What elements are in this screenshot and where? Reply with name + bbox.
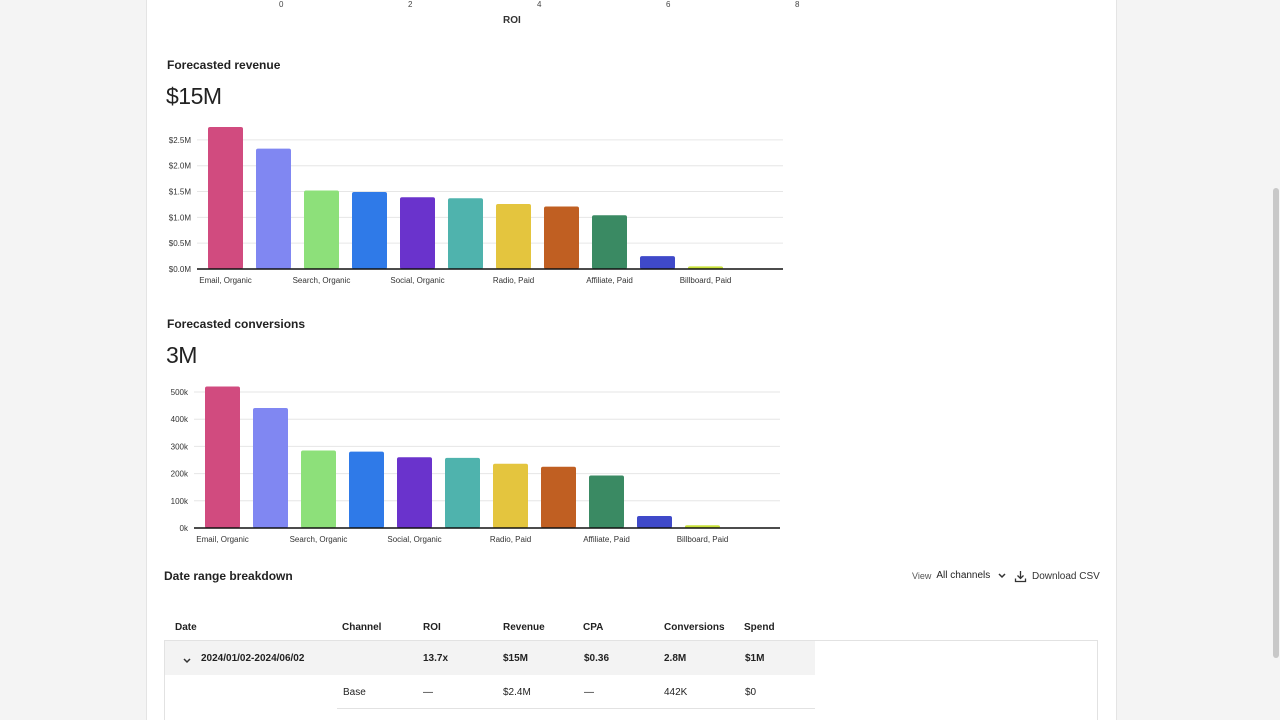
main-panel: [146, 0, 1117, 720]
roi-tick: 0: [279, 0, 284, 9]
download-csv-button[interactable]: Download CSV: [1014, 570, 1100, 583]
row-divider: [337, 708, 815, 709]
y-tick-label: 0k: [180, 524, 189, 533]
bar[interactable]: [637, 516, 672, 528]
y-tick-label: $2.0M: [169, 162, 192, 171]
y-tick-label: $0.5M: [169, 239, 192, 248]
bar[interactable]: [253, 408, 288, 528]
y-tick-label: $1.5M: [169, 188, 192, 197]
x-tick-label: Social, Organic: [387, 535, 441, 544]
summary-revenue: $15M: [503, 653, 529, 664]
base-conversions: 442K: [664, 687, 688, 698]
base-cpa: —: [584, 687, 594, 698]
bar[interactable]: [493, 463, 528, 528]
table-row-group: 2024/01/02-2024/06/02 13.7x $15M $0.36 2…: [164, 641, 1098, 720]
column-header-revenue[interactable]: Revenue: [503, 622, 545, 633]
roi-axis-label: ROI: [503, 15, 521, 26]
y-tick-label: $1.0M: [169, 213, 192, 222]
bar[interactable]: [349, 451, 384, 528]
x-tick-label: Radio, Paid: [490, 535, 531, 544]
x-tick-label: Billboard, Paid: [680, 276, 732, 285]
table-header-divider: [164, 640, 1098, 641]
summary-conversions: 2.8M: [664, 653, 687, 664]
x-tick-label: Search, Organic: [293, 276, 351, 285]
column-header-spend[interactable]: Spend: [744, 622, 775, 633]
summary-roi: 13.7x: [423, 653, 449, 664]
bar[interactable]: [541, 466, 576, 528]
y-tick-label: 400k: [171, 415, 189, 424]
bar[interactable]: [544, 206, 579, 269]
y-tick-label: $0.0M: [169, 265, 192, 274]
bar[interactable]: [640, 256, 675, 269]
y-tick-label: 300k: [171, 442, 189, 451]
breakdown-title: Date range breakdown: [164, 569, 293, 583]
bar[interactable]: [397, 457, 432, 528]
column-header-date[interactable]: Date: [175, 622, 197, 633]
bar[interactable]: [304, 190, 339, 269]
chevron-down-icon[interactable]: [182, 653, 192, 664]
x-tick-label: Search, Organic: [290, 535, 348, 544]
conversions-total: 3M: [166, 342, 197, 368]
conversions-chart-title: Forecasted conversions: [167, 317, 306, 331]
view-selector[interactable]: View All channels: [912, 570, 1007, 581]
column-header-cpa[interactable]: CPA: [583, 622, 604, 633]
download-icon: [1014, 570, 1027, 583]
roi-tick: 2: [408, 0, 413, 9]
summary-cpa: $0.36: [584, 653, 610, 664]
chevron-down-icon: [997, 571, 1007, 581]
base-spend: $0: [745, 687, 757, 698]
bar[interactable]: [592, 215, 627, 269]
y-tick-label: 500k: [171, 388, 189, 397]
y-tick-label: 200k: [171, 470, 189, 479]
x-tick-label: Social, Organic: [390, 276, 444, 285]
bar[interactable]: [352, 192, 387, 269]
bar[interactable]: [400, 197, 435, 269]
roi-tick: 8: [795, 0, 800, 9]
x-tick-label: Radio, Paid: [493, 276, 534, 285]
x-tick-label: Billboard, Paid: [677, 535, 729, 544]
bar[interactable]: [496, 203, 531, 269]
bar[interactable]: [256, 148, 291, 269]
base-roi: —: [423, 687, 433, 698]
bar[interactable]: [589, 475, 624, 528]
x-tick-label: Email, Organic: [199, 276, 251, 285]
y-tick-label: 100k: [171, 497, 189, 506]
roi-tick: 4: [537, 0, 542, 9]
bar[interactable]: [205, 386, 240, 528]
roi-tick: 6: [666, 0, 671, 9]
summary-spend: $1M: [745, 653, 765, 664]
y-tick-label: $2.5M: [169, 136, 192, 145]
bar[interactable]: [448, 198, 483, 269]
x-tick-label: Affiliate, Paid: [583, 535, 630, 544]
scrollbar-thumb[interactable]: [1273, 188, 1279, 658]
column-header-conversions[interactable]: Conversions: [664, 622, 725, 633]
x-tick-label: Affiliate, Paid: [586, 276, 633, 285]
bar[interactable]: [208, 127, 243, 269]
column-header-roi[interactable]: ROI: [423, 622, 441, 633]
base-channel: Base: [343, 687, 366, 698]
view-label: View: [912, 570, 932, 581]
summary-date: 2024/01/02-2024/06/02: [201, 653, 305, 664]
bar[interactable]: [445, 457, 480, 528]
view-value: All channels: [936, 570, 991, 581]
x-tick-label: Email, Organic: [196, 535, 248, 544]
column-header-channel[interactable]: Channel: [342, 622, 382, 633]
revenue-total: $15M: [166, 83, 222, 109]
revenue-chart-title: Forecasted revenue: [167, 58, 281, 72]
download-csv-label: Download CSV: [1032, 571, 1100, 582]
page-scrollbar[interactable]: [1272, 0, 1280, 720]
table-row-summary[interactable]: 2024/01/02-2024/06/02 13.7x $15M $0.36 2…: [165, 641, 815, 675]
bar[interactable]: [301, 450, 336, 528]
base-revenue: $2.4M: [503, 687, 531, 698]
